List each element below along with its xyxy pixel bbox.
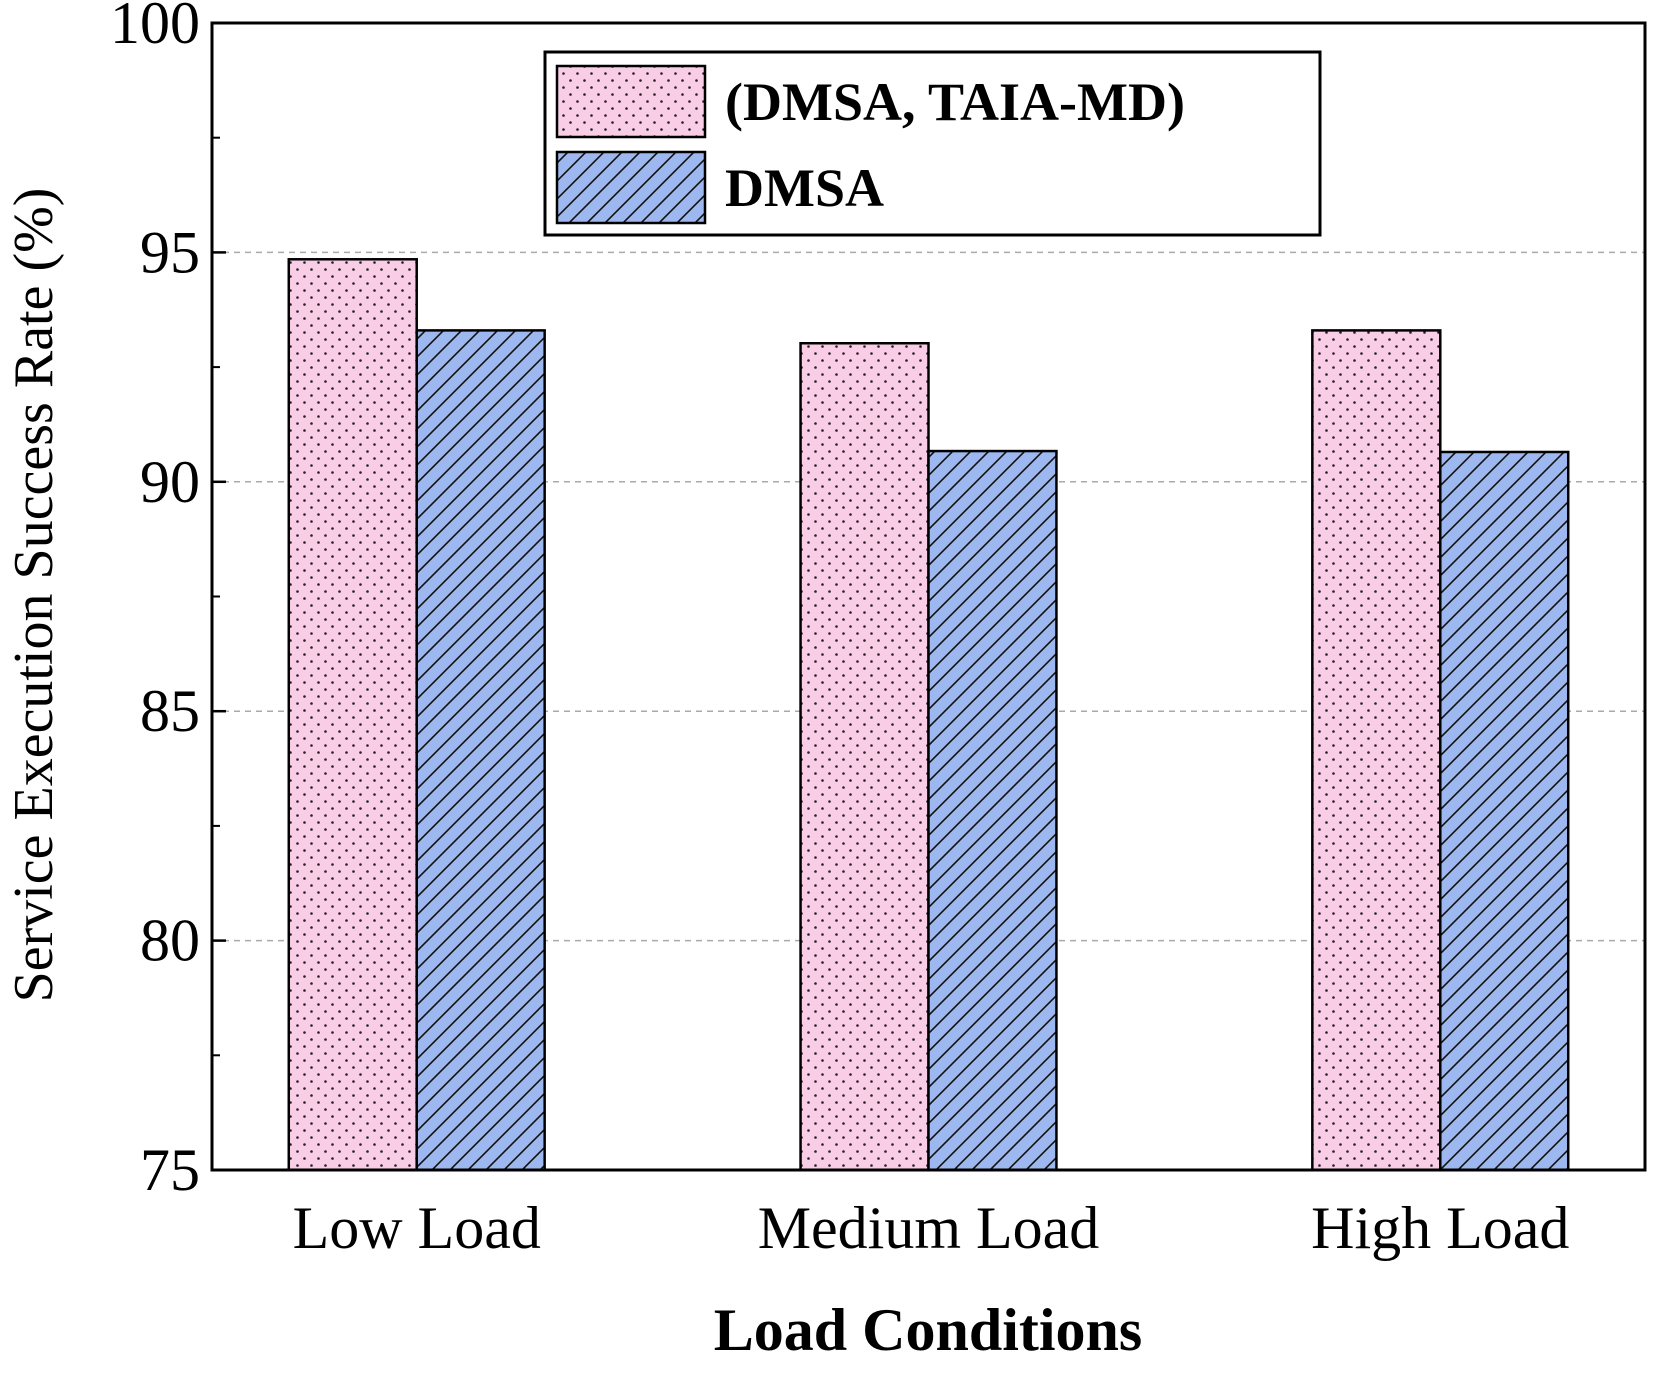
bar [799,341,930,1172]
bar [1311,329,1442,1172]
x-tick-label: Medium Load [758,1195,1100,1261]
y-tick-label: 100 [110,0,200,56]
bar [287,258,418,1172]
bar [1439,450,1570,1172]
y-tick-label: 85 [140,678,200,744]
legend-label: (DMSA, TAIA-MD) [725,72,1185,132]
bar [415,329,546,1172]
legend-swatch [555,64,707,139]
x-tick-label: High Load [1311,1195,1569,1261]
plot-frame [210,21,1647,1172]
y-axis-title: Service Execution Success Rate (%) [3,188,65,1003]
legend-label: DMSA [725,158,884,218]
y-tick-label: 75 [140,1137,200,1203]
y-tick-label: 95 [140,219,200,285]
y-tick-label: 90 [140,449,200,515]
y-tick-label: 80 [140,908,200,974]
legend-swatch [555,150,707,225]
bar [927,449,1058,1172]
x-tick-label: Low Load [293,1195,541,1261]
x-axis-title: Load Conditions [714,1297,1143,1363]
